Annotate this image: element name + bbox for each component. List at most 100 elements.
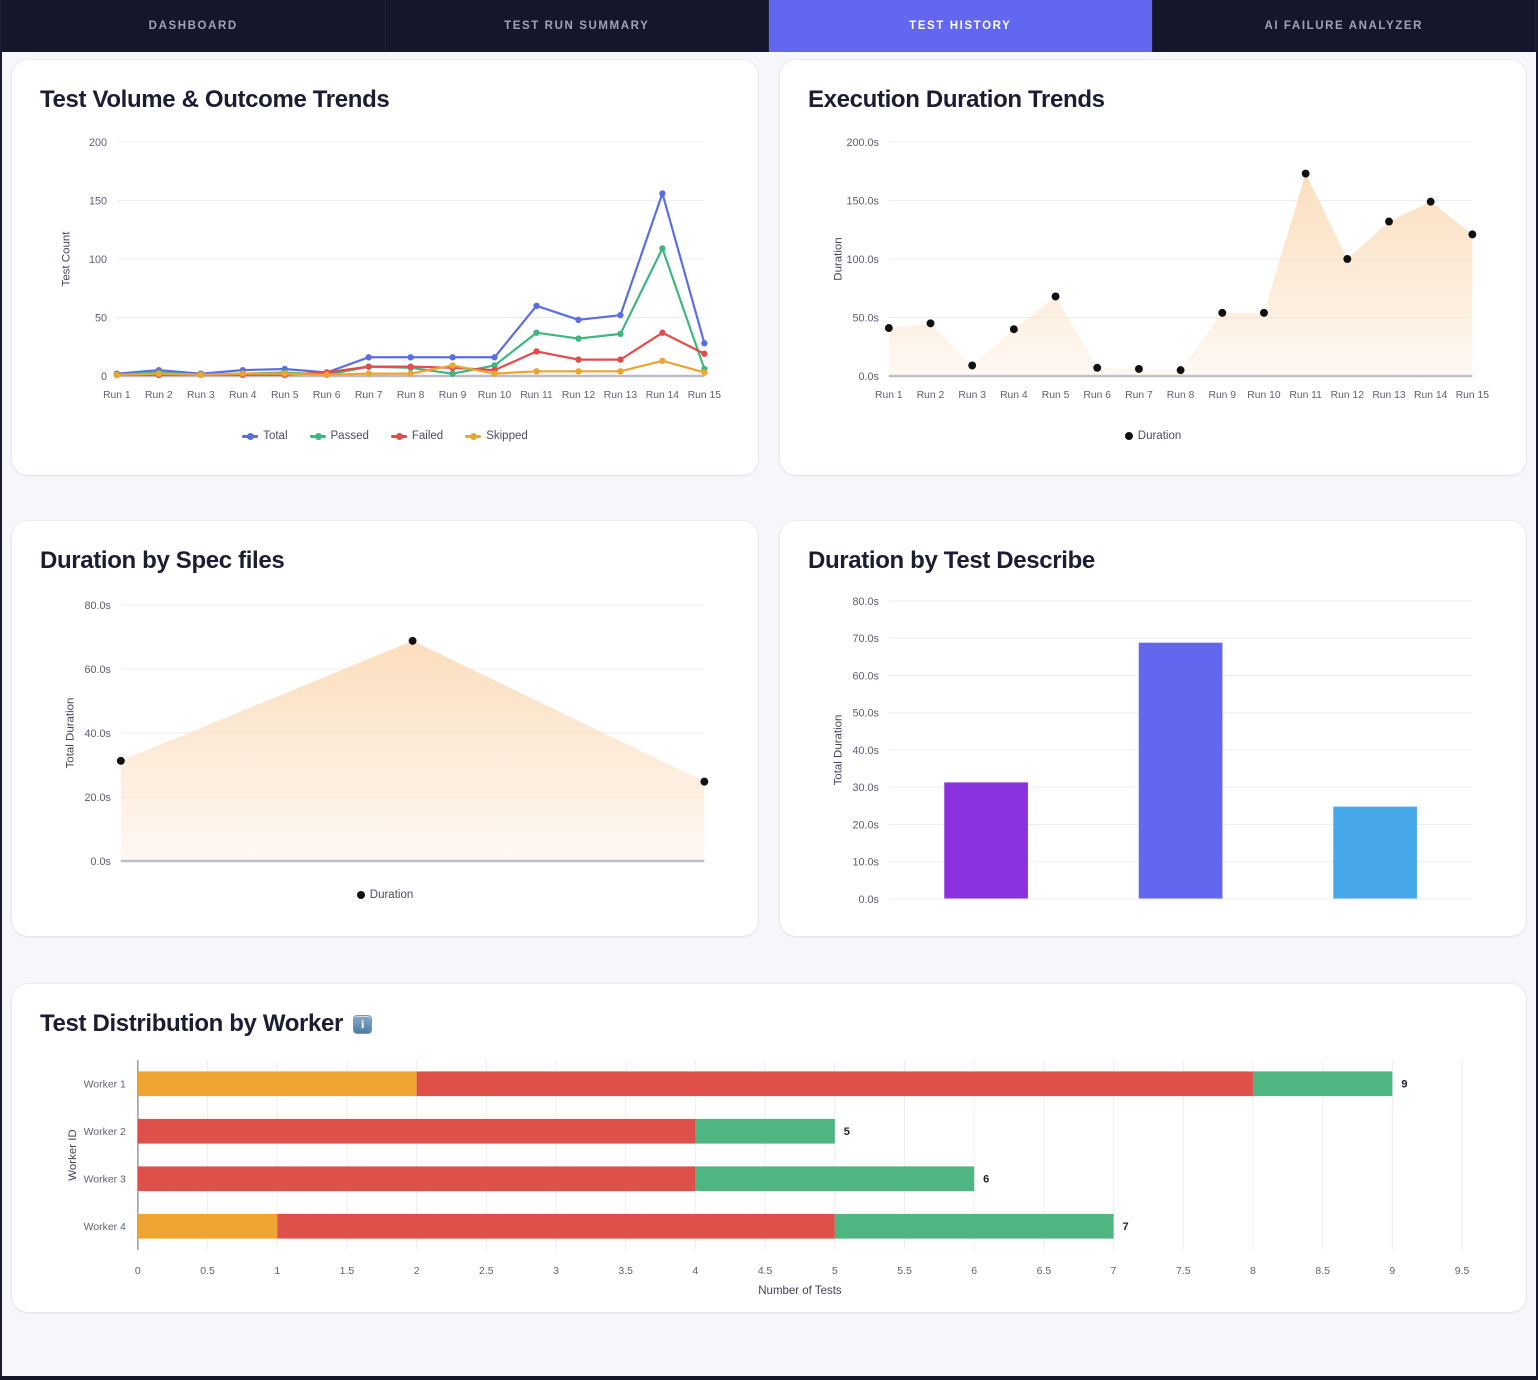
svg-text:Run 7: Run 7: [1125, 390, 1153, 401]
info-icon[interactable]: i: [353, 1014, 373, 1034]
svg-text:Total Duration: Total Duration: [833, 715, 845, 786]
page-title-text: Duration by Spec files: [40, 547, 285, 574]
area-chart-canvas: 0.0s 50.0s 100.0s 150.0s 200.0s Duration Run 1…: [833, 137, 1490, 401]
svg-text:Run 8: Run 8: [397, 390, 425, 401]
svg-text:9: 9: [1389, 1266, 1395, 1277]
area-chart-canvas: 0.0s 20.0s 40.0s 60.0s 80.0s Total Duration: [65, 600, 709, 868]
svg-text:Run 11: Run 11: [1289, 390, 1322, 401]
legend-label-skipped: Skipped: [486, 430, 528, 442]
svg-text:Worker 4: Worker 4: [84, 1222, 126, 1233]
card-duration-by-test-describe: Duration by Test Describe 0.0s 10.0s 20.0s…: [780, 521, 1526, 936]
svg-text:Run 12: Run 12: [562, 390, 596, 401]
chart-row-2: Duration by Spec files 0.0s 20.0s 40.0s 60.…: [2, 521, 1536, 936]
tab-test-history[interactable]: TEST HISTORY: [769, 0, 1153, 52]
legend-label-failed: Failed: [411, 430, 444, 442]
svg-text:3: 3: [553, 1266, 559, 1277]
chart-test-volume-outcome-trends: 0 50 100 150 200 Test Count Run 1 Run 2 Run 3 Run…: [40, 128, 730, 428]
svg-text:1: 1: [274, 1266, 280, 1277]
svg-text:Worker 3: Worker 3: [84, 1175, 126, 1186]
svg-text:9.5: 9.5: [1455, 1266, 1470, 1277]
svg-text:3.5: 3.5: [618, 1266, 633, 1277]
bar-chart-canvas: 0.0s 10.0s 20.0s 30.0s 40.0s 50.0s 60.0s 70.0s 8…: [833, 596, 1473, 906]
svg-text:0.0s: 0.0s: [858, 371, 879, 383]
chart-test-distribution-by-worker: 0 0.5 1 1.5 2 2.5 3 3.5 4 4.5 5 5.5 6 6.5 7 7.5 8 8.5 9 9.5…: [40, 1052, 1498, 1302]
card-test-distribution-by-worker: Test Distribution by Worker i 0 0.5 1 1.5 2 2…: [12, 984, 1526, 1312]
svg-text:Duration: Duration: [833, 237, 845, 280]
svg-text:0: 0: [101, 371, 107, 383]
svg-text:60.0s: 60.0s: [84, 664, 111, 676]
svg-text:Run 14: Run 14: [646, 390, 680, 401]
svg-text:150: 150: [89, 195, 107, 207]
legend-item-skipped[interactable]: Skipped: [465, 430, 528, 442]
legend-execution-duration: Duration: [808, 430, 1498, 442]
svg-text:Run 1: Run 1: [103, 390, 131, 401]
svg-text:5.5: 5.5: [897, 1266, 912, 1277]
svg-text:0: 0: [135, 1266, 141, 1277]
card-title-test-distribution-worker: Test Distribution by Worker i: [40, 1010, 1498, 1038]
svg-text:7.5: 7.5: [1176, 1266, 1191, 1277]
svg-text:Run 2: Run 2: [145, 390, 173, 401]
svg-text:Run 13: Run 13: [604, 390, 638, 401]
svg-text:Run 3: Run 3: [187, 390, 215, 401]
svg-text:Run 14: Run 14: [1414, 390, 1448, 401]
svg-text:Run 4: Run 4: [229, 390, 257, 401]
legend-label-duration: Duration: [1137, 430, 1182, 442]
svg-text:200.0s: 200.0s: [846, 137, 879, 149]
svg-text:Worker 1: Worker 1: [84, 1080, 126, 1091]
legend-swatch-total: [242, 432, 259, 440]
legend-item-total[interactable]: Total: [242, 430, 288, 442]
legend-swatch-duration: [356, 891, 365, 899]
svg-text:Run 9: Run 9: [439, 390, 467, 401]
legend-swatch-skipped: [465, 432, 482, 440]
svg-text:30.0s: 30.0s: [852, 782, 879, 794]
chart-duration-by-spec-files: 0.0s 20.0s 40.0s 60.0s 80.0s Total Duration: [40, 591, 730, 887]
legend-label-duration: Duration: [369, 889, 414, 901]
svg-text:40.0s: 40.0s: [852, 745, 879, 757]
svg-text:Run 2: Run 2: [917, 390, 945, 401]
svg-text:Run 11: Run 11: [520, 390, 553, 401]
svg-text:Run 6: Run 6: [313, 390, 341, 401]
svg-text:6: 6: [971, 1266, 977, 1277]
svg-text:20.0s: 20.0s: [84, 792, 111, 804]
legend-test-volume: Total Passed Failed Skipped: [40, 430, 730, 442]
svg-text:4: 4: [692, 1266, 698, 1277]
svg-text:10.0s: 10.0s: [852, 857, 879, 869]
top-navigation: DASHBOARD TEST RUN SUMMARY TEST HISTORY …: [2, 0, 1536, 52]
svg-text:Run 15: Run 15: [688, 390, 722, 401]
svg-text:Run 10: Run 10: [478, 390, 512, 401]
legend-item-duration[interactable]: Duration: [1124, 430, 1182, 442]
svg-text:Run 1: Run 1: [875, 390, 903, 401]
chart-row-3: Test Distribution by Worker i 0 0.5 1 1.5 2 2…: [2, 984, 1536, 1318]
svg-text:5: 5: [844, 1126, 850, 1138]
svg-text:Run 3: Run 3: [958, 390, 986, 401]
svg-text:5: 5: [832, 1266, 838, 1277]
card-title-test-volume: Test Volume & Outcome Trends: [40, 86, 730, 114]
svg-text:9: 9: [1401, 1079, 1407, 1091]
card-execution-duration-trends: Execution Duration Trends 0.0s 50.0s 100.0…: [780, 60, 1526, 475]
svg-text:Run 13: Run 13: [1372, 390, 1406, 401]
legend-label-passed: Passed: [330, 430, 369, 442]
svg-text:7: 7: [1111, 1266, 1117, 1277]
svg-text:Worker ID: Worker ID: [67, 1129, 79, 1181]
card-title-duration-test-describe: Duration by Test Describe: [808, 547, 1498, 575]
svg-text:60.0s: 60.0s: [852, 670, 879, 682]
legend-spec-files: Duration: [40, 889, 730, 901]
tab-test-run-summary[interactable]: TEST RUN SUMMARY: [385, 0, 769, 52]
svg-text:20.0s: 20.0s: [852, 819, 879, 831]
svg-text:Run 15: Run 15: [1456, 390, 1490, 401]
svg-text:2: 2: [414, 1266, 420, 1277]
svg-text:Worker 2: Worker 2: [84, 1127, 126, 1138]
horizontal-stacked-bar-canvas: 0 0.5 1 1.5 2 2.5 3 3.5 4 4.5 5 5.5 6 6.5 7 7.5 8 8.5 9 9.5…: [67, 1060, 1470, 1297]
legend-item-passed[interactable]: Passed: [309, 430, 369, 442]
page-title-text: Execution Duration Trends: [808, 86, 1105, 113]
tab-dashboard[interactable]: DASHBOARD: [2, 0, 386, 52]
legend-item-duration[interactable]: Duration: [356, 889, 414, 901]
svg-text:4.5: 4.5: [758, 1266, 773, 1277]
card-title-execution-duration: Execution Duration Trends: [808, 86, 1498, 114]
legend-item-failed[interactable]: Failed: [390, 430, 444, 442]
tab-ai-failure-analyzer[interactable]: AI FAILURE ANALYZER: [1152, 0, 1536, 52]
svg-text:Test Count: Test Count: [61, 231, 73, 287]
svg-text:Run 5: Run 5: [1042, 390, 1070, 401]
svg-text:7: 7: [1123, 1221, 1129, 1233]
